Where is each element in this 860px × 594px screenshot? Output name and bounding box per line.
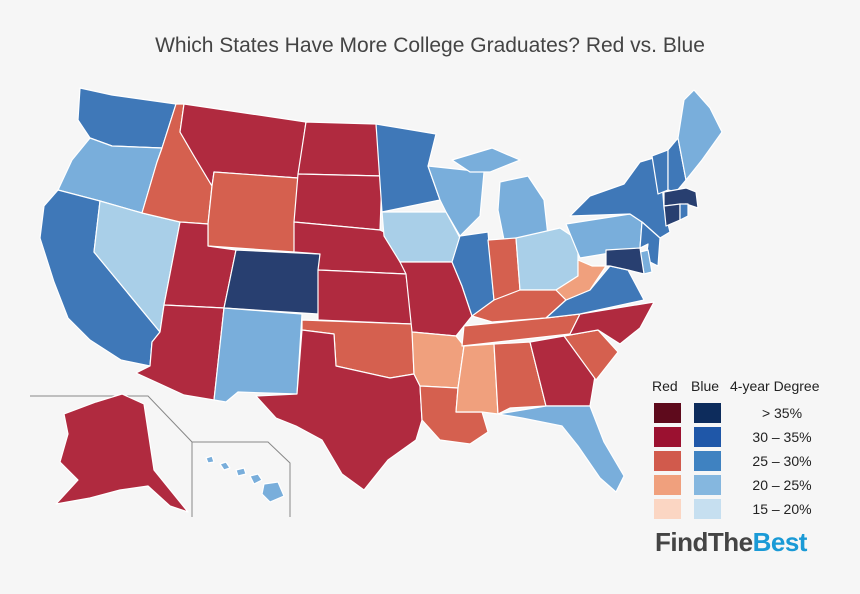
state-MD — [605, 247, 645, 275]
hawaii-inset-border — [192, 441, 291, 517]
state-AK — [55, 393, 189, 513]
legend-bin-label-1: > 35% — [761, 405, 803, 421]
state-AR — [411, 331, 465, 389]
legend-blue-header: Blue — [691, 378, 720, 394]
legend-red-swatch-1 — [654, 403, 681, 423]
legend-bin-label-3: 25 – 30% — [752, 453, 812, 469]
legend-red-swatch-5 — [654, 499, 681, 519]
legend-red-swatch-4 — [654, 475, 681, 495]
state-CO — [223, 249, 321, 315]
state-RI — [679, 203, 689, 221]
findthebest-logo: FindTheBest — [655, 527, 807, 558]
legend-bin-label-4: 20 – 25% — [752, 477, 812, 493]
legend-blue-swatch-1 — [694, 403, 721, 423]
logo-text-part2: Best — [752, 527, 808, 557]
state-NH — [667, 137, 687, 193]
state-HI — [205, 455, 285, 503]
map-title: Which States Have More College Graduates… — [155, 34, 705, 57]
state-OH — [515, 227, 579, 291]
state-WV — [555, 259, 607, 301]
state-ND — [297, 121, 383, 177]
state-NM — [213, 307, 303, 403]
logo-text-part1: FindThe — [655, 527, 753, 557]
state-MI — [497, 175, 549, 241]
alaska-inset-border — [30, 395, 193, 517]
state-KS — [317, 269, 413, 325]
state-AL — [493, 341, 547, 415]
state-SD — [293, 173, 383, 231]
legend-degree-header: 4-year Degree — [730, 378, 820, 394]
legend-red-header: Red — [652, 378, 678, 394]
legend-blue-swatch-4 — [694, 475, 721, 495]
state-ME — [677, 89, 723, 181]
legend-red-swatch-3 — [654, 451, 681, 471]
legend-blue-swatch-5 — [694, 499, 721, 519]
state-MS — [455, 343, 499, 415]
state-WY — [207, 171, 299, 253]
state-CT — [663, 203, 681, 227]
legend-bin-label-2: 30 – 35% — [752, 429, 812, 445]
state-TX — [255, 329, 423, 491]
legend-bin-label-5: 15 – 20% — [752, 501, 812, 517]
state-FL — [497, 405, 625, 493]
state-NC — [563, 301, 655, 345]
legend-blue-swatch-3 — [694, 451, 721, 471]
legend-blue-swatch-2 — [694, 427, 721, 447]
map-legend: Red Blue 4-year Degree > 35% 30 – 35% 25… — [648, 378, 848, 528]
state-MI-upper — [451, 147, 521, 173]
legend-red-swatch-2 — [654, 427, 681, 447]
